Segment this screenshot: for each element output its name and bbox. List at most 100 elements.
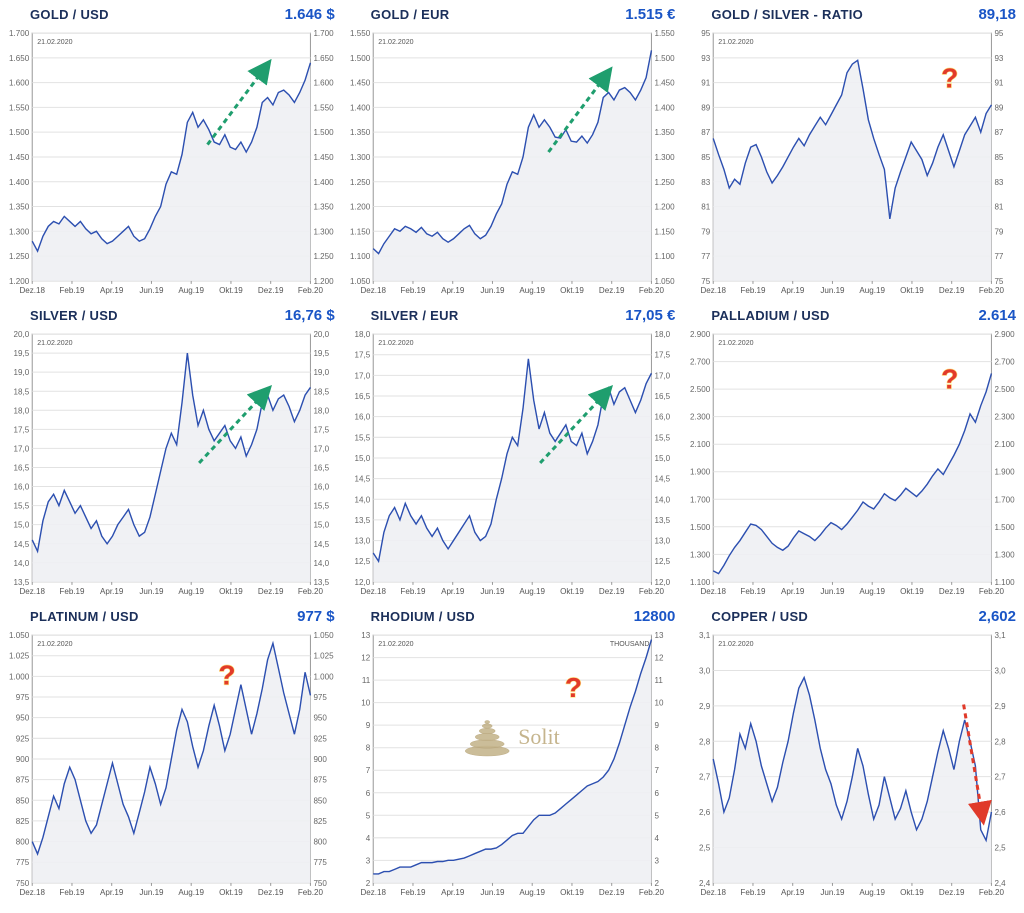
svg-text:2,8: 2,8 <box>699 737 711 746</box>
svg-text:1.450: 1.450 <box>654 79 675 88</box>
svg-text:Apr.19: Apr.19 <box>781 587 805 596</box>
svg-text:15,0: 15,0 <box>14 521 30 530</box>
svg-text:87: 87 <box>995 128 1004 137</box>
svg-text:2.100: 2.100 <box>690 440 711 449</box>
svg-text:18,0: 18,0 <box>14 406 30 415</box>
svg-text:1.300: 1.300 <box>654 153 675 162</box>
svg-text:1.200: 1.200 <box>313 277 334 286</box>
svg-text:13,5: 13,5 <box>354 516 370 525</box>
chart-date-label: 21.02.2020 <box>378 641 413 648</box>
svg-text:1.250: 1.250 <box>654 178 675 187</box>
svg-text:1.550: 1.550 <box>313 103 334 112</box>
svg-text:14,0: 14,0 <box>313 559 329 568</box>
svg-text:4: 4 <box>654 834 659 843</box>
svg-text:Aug.19: Aug.19 <box>519 888 545 897</box>
svg-text:3,1: 3,1 <box>995 631 1007 640</box>
svg-text:Apr.19: Apr.19 <box>441 888 465 897</box>
svg-text:14,0: 14,0 <box>654 495 670 504</box>
chart-panel: GOLD / EUR1.515 €1.0501.0501.1001.1001.1… <box>345 4 680 299</box>
svg-text:Apr.19: Apr.19 <box>441 587 465 596</box>
svg-text:10: 10 <box>361 699 370 708</box>
svg-text:Apr.19: Apr.19 <box>441 286 465 295</box>
svg-text:2,6: 2,6 <box>995 808 1007 817</box>
svg-text:14,5: 14,5 <box>313 540 329 549</box>
svg-text:Dez.18: Dez.18 <box>701 888 727 897</box>
svg-text:17,0: 17,0 <box>354 371 370 380</box>
svg-text:10: 10 <box>654 699 663 708</box>
svg-text:2,4: 2,4 <box>699 879 711 888</box>
svg-text:3,0: 3,0 <box>995 666 1007 675</box>
chart-title: PALLADIUM / USD <box>711 308 829 323</box>
chart-title: GOLD / EUR <box>371 7 450 22</box>
svg-text:77: 77 <box>702 252 711 261</box>
svg-text:85: 85 <box>702 153 711 162</box>
svg-text:Dez.19: Dez.19 <box>258 587 284 596</box>
svg-text:16,0: 16,0 <box>354 413 370 422</box>
svg-text:Okt.19: Okt.19 <box>560 587 584 596</box>
chart-date-label: 21.02.2020 <box>719 340 754 347</box>
svg-text:2.900: 2.900 <box>995 330 1016 339</box>
svg-text:1.300: 1.300 <box>313 227 334 236</box>
svg-text:81: 81 <box>702 203 711 212</box>
svg-text:3,1: 3,1 <box>699 631 711 640</box>
chart-panel: PALLADIUM / USD2.6141.1001.1001.3001.300… <box>685 305 1020 600</box>
svg-text:1.150: 1.150 <box>350 227 371 236</box>
svg-text:875: 875 <box>16 776 30 785</box>
svg-text:1.300: 1.300 <box>995 550 1016 559</box>
chart-plot: 13,513,514,014,014,514,515,015,015,515,5… <box>4 326 339 600</box>
svg-text:16,5: 16,5 <box>313 464 329 473</box>
svg-text:Jun.19: Jun.19 <box>480 888 505 897</box>
svg-text:15,5: 15,5 <box>313 502 329 511</box>
chart-date-label: 21.02.2020 <box>378 39 413 46</box>
svg-text:Aug.19: Aug.19 <box>519 286 545 295</box>
svg-text:1.025: 1.025 <box>9 652 30 661</box>
svg-text:14,5: 14,5 <box>14 540 30 549</box>
svg-text:1.450: 1.450 <box>350 79 371 88</box>
svg-text:2: 2 <box>365 879 370 888</box>
svg-text:Feb.20: Feb.20 <box>639 587 665 596</box>
svg-text:1.050: 1.050 <box>313 631 334 640</box>
svg-text:1.025: 1.025 <box>313 652 334 661</box>
svg-text:81: 81 <box>995 203 1004 212</box>
svg-text:Okt.19: Okt.19 <box>219 286 243 295</box>
question-mark-icon: ? <box>941 363 958 395</box>
svg-text:975: 975 <box>313 693 327 702</box>
svg-text:1.350: 1.350 <box>9 203 30 212</box>
chart-panel: COPPER / USD2,6022,42,42,52,52,62,62,72,… <box>685 606 1020 901</box>
svg-text:12,5: 12,5 <box>354 557 370 566</box>
chart-current-value: 1.515 € <box>625 6 675 23</box>
svg-text:2,6: 2,6 <box>699 808 711 817</box>
svg-text:16,5: 16,5 <box>14 464 30 473</box>
svg-text:9: 9 <box>365 721 370 730</box>
svg-text:Feb.19: Feb.19 <box>741 888 767 897</box>
svg-text:19,5: 19,5 <box>14 349 30 358</box>
svg-text:2.900: 2.900 <box>690 330 711 339</box>
svg-text:1.250: 1.250 <box>350 178 371 187</box>
svg-text:Feb.19: Feb.19 <box>400 888 426 897</box>
svg-text:93: 93 <box>995 54 1004 63</box>
svg-text:Feb.19: Feb.19 <box>741 587 767 596</box>
chart-title: RHODIUM / USD <box>371 609 475 624</box>
svg-text:Dez.19: Dez.19 <box>258 286 284 295</box>
solit-logo: Solit <box>464 717 560 757</box>
svg-text:79: 79 <box>995 227 1004 236</box>
svg-text:Dez.19: Dez.19 <box>599 888 625 897</box>
svg-text:12,0: 12,0 <box>654 578 670 587</box>
svg-text:1.350: 1.350 <box>350 128 371 137</box>
question-mark-icon: ? <box>941 62 958 94</box>
svg-text:2.700: 2.700 <box>995 358 1016 367</box>
svg-text:Jun.19: Jun.19 <box>821 286 846 295</box>
svg-text:1.200: 1.200 <box>654 203 675 212</box>
svg-text:3: 3 <box>365 856 370 865</box>
svg-text:1.900: 1.900 <box>690 468 711 477</box>
svg-text:Jun.19: Jun.19 <box>480 587 505 596</box>
svg-text:1.550: 1.550 <box>654 29 675 38</box>
svg-text:Feb.20: Feb.20 <box>979 587 1005 596</box>
chart-panel: PLATINUM / USD977 $750750775775800800825… <box>4 606 339 901</box>
svg-text:7: 7 <box>365 766 370 775</box>
svg-text:Aug.19: Aug.19 <box>519 587 545 596</box>
svg-text:925: 925 <box>313 734 327 743</box>
svg-text:2.700: 2.700 <box>690 358 711 367</box>
svg-text:13,5: 13,5 <box>14 578 30 587</box>
chart-header: GOLD / EUR 1.515 € <box>345 4 680 25</box>
